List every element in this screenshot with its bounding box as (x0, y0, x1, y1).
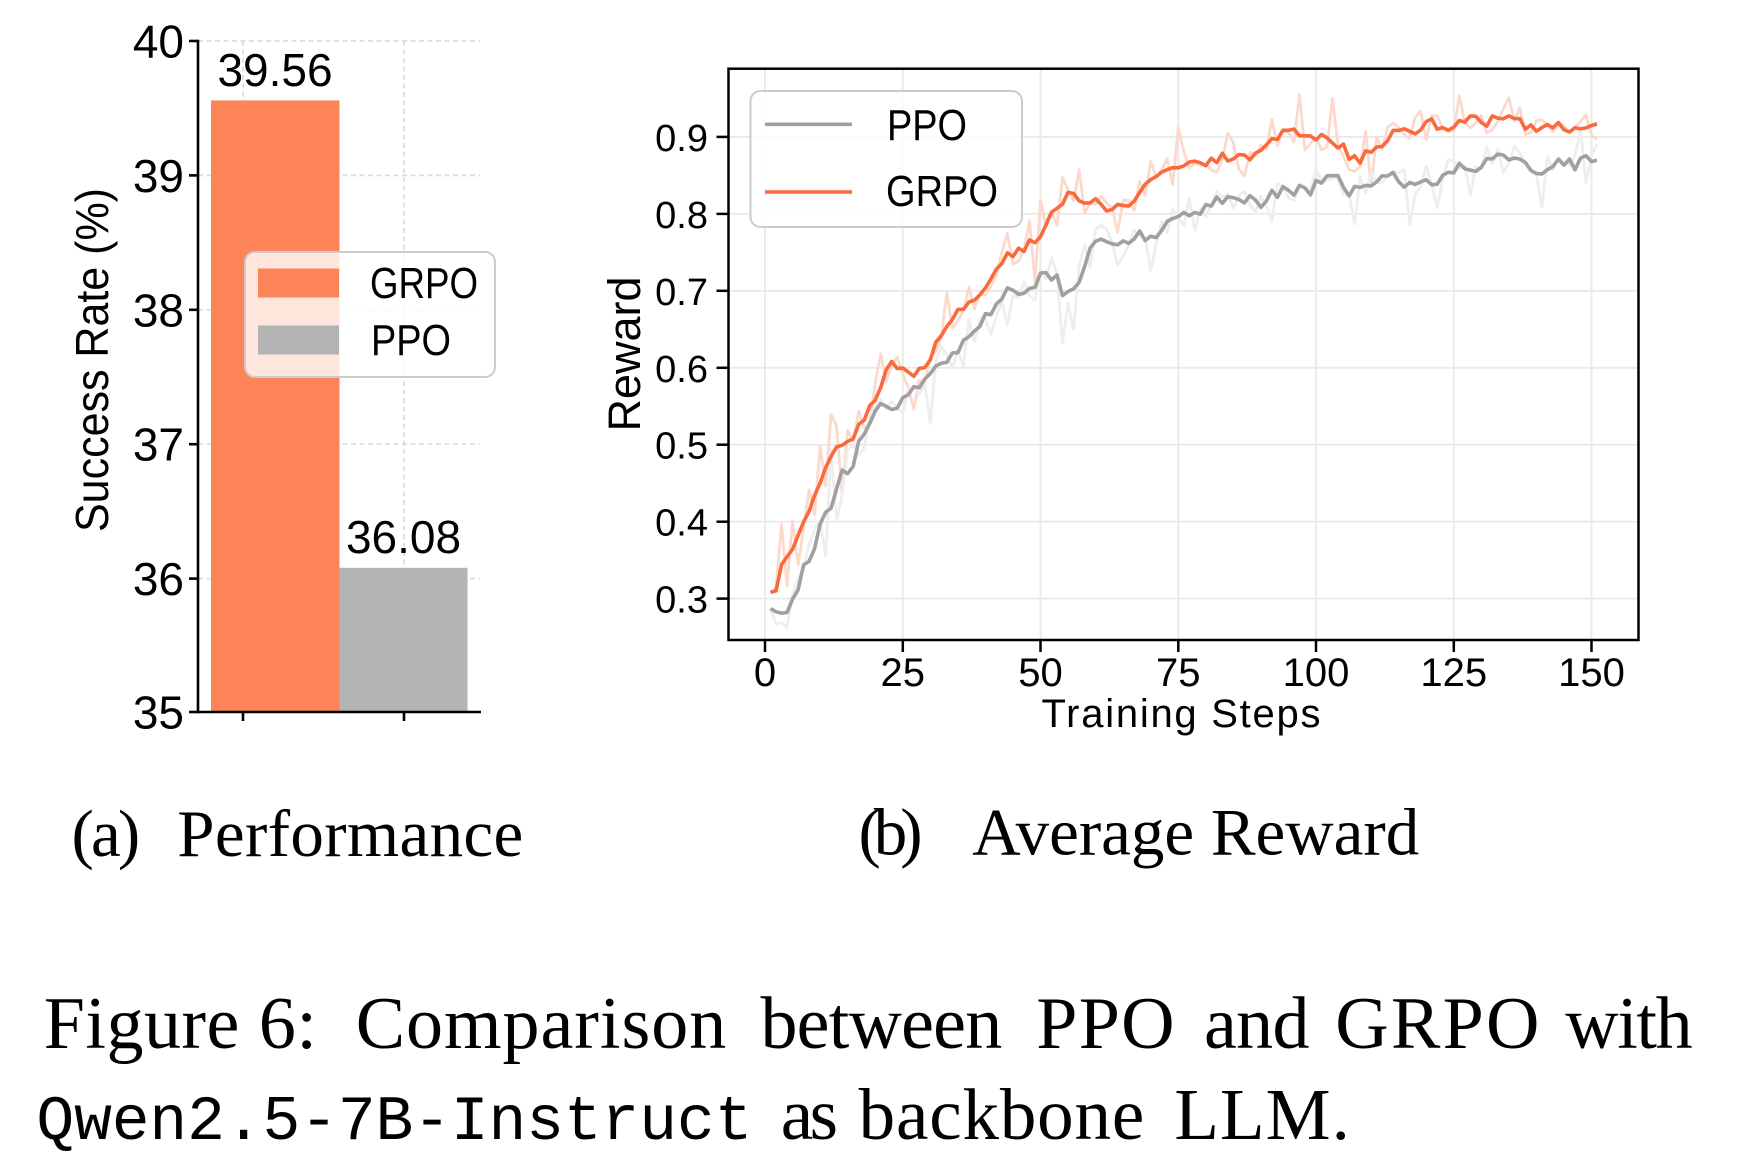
svg-text:LLM.: LLM. (1174, 1074, 1350, 1155)
svg-text:39.56: 39.56 (217, 44, 332, 96)
svg-text:40: 40 (133, 16, 184, 68)
svg-text:Success Rate (%): Success Rate (%) (66, 188, 118, 532)
svg-text:backbone: backbone (859, 1074, 1145, 1155)
svg-text:Training Steps: Training Steps (1042, 692, 1321, 736)
svg-text:Qwen2.5-7B-Instruct: Qwen2.5-7B-Instruct (36, 1087, 752, 1158)
svg-text:PPO: PPO (371, 316, 451, 365)
svg-text:75: 75 (1156, 651, 1201, 695)
svg-text:0.8: 0.8 (655, 195, 708, 237)
svg-text:between: between (761, 983, 1003, 1065)
svg-text:25: 25 (881, 651, 926, 695)
svg-text:36.08: 36.08 (346, 511, 461, 563)
svg-text:0.6: 0.6 (655, 349, 708, 391)
svg-text:(a): (a) (72, 797, 141, 871)
svg-text:(b): (b) (859, 796, 923, 870)
svg-text:GRPO: GRPO (1335, 983, 1539, 1065)
svg-text:50: 50 (1018, 651, 1063, 695)
svg-text:0.5: 0.5 (655, 426, 708, 468)
svg-text:as: as (781, 1074, 838, 1155)
svg-text:0.3: 0.3 (655, 580, 708, 622)
svg-text:37: 37 (133, 419, 184, 471)
svg-text:100: 100 (1283, 651, 1350, 695)
svg-text:GRPO: GRPO (370, 259, 478, 308)
svg-text:Average Reward: Average Reward (972, 796, 1419, 870)
svg-text:Comparison: Comparison (356, 983, 727, 1065)
svg-text:35: 35 (133, 687, 184, 739)
svg-text:36: 36 (133, 553, 184, 605)
svg-text:Reward: Reward (599, 276, 650, 431)
svg-text:with: with (1565, 983, 1692, 1065)
svg-text:125: 125 (1420, 651, 1487, 695)
svg-text:and: and (1204, 983, 1310, 1065)
svg-text:PPO: PPO (1036, 983, 1174, 1065)
svg-text:Figure 6:: Figure 6: (44, 983, 317, 1065)
svg-text:38: 38 (133, 284, 184, 336)
svg-text:0.7: 0.7 (655, 272, 708, 314)
svg-text:GRPO: GRPO (886, 167, 998, 216)
svg-text:0.9: 0.9 (655, 118, 708, 160)
svg-text:0.4: 0.4 (655, 503, 708, 545)
svg-text:PPO: PPO (887, 101, 967, 150)
svg-text:Performance: Performance (177, 797, 523, 871)
svg-text:39: 39 (133, 150, 184, 202)
svg-text:150: 150 (1558, 651, 1625, 695)
svg-text:0: 0 (754, 651, 776, 695)
